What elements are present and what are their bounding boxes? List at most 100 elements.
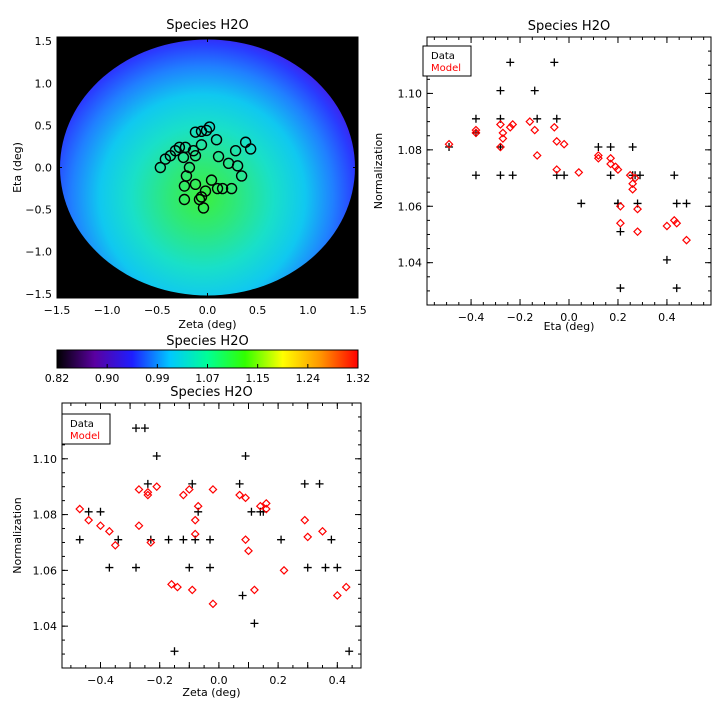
data-point-marker [203, 121, 216, 133]
model-diamond-marker [261, 504, 271, 514]
model-diamond-marker [593, 153, 603, 163]
plot-frame [61, 402, 362, 669]
model-diamond-marker [184, 485, 194, 494]
data-plus-marker [560, 171, 569, 180]
x-tick-label: 0.2 [269, 674, 287, 687]
model-diamond-marker [152, 482, 162, 492]
model-diamond-marker [628, 179, 638, 189]
legend-box [422, 45, 472, 77]
data-plus-marker [672, 284, 681, 293]
data-point-marker [173, 141, 186, 153]
model-diamond-marker [613, 165, 623, 175]
data-plus-marker [143, 479, 152, 488]
data-point-marker [244, 143, 257, 155]
data-plus-marker [606, 171, 615, 180]
model-diamond-marker [75, 504, 85, 514]
data-plus-marker [345, 647, 354, 656]
model-diamond-marker [682, 235, 691, 245]
x-tick-label: −0.2 [146, 674, 173, 687]
data-point-marker [154, 161, 167, 174]
data-plus-marker [206, 563, 215, 572]
data-plus-marker [132, 424, 141, 433]
data-plus-marker [471, 114, 480, 123]
x-tick-label: 0.5 [249, 304, 267, 317]
model-diamond-marker [593, 151, 603, 160]
model-diamond-marker [552, 136, 562, 146]
data-point-marker [212, 150, 225, 163]
y-tick-label: 0.5 [35, 119, 53, 132]
y-axis-label: Normalization [11, 497, 24, 573]
data-plus-marker [300, 479, 309, 488]
model-diamond-marker [143, 487, 153, 497]
model-diamond-marker [110, 540, 120, 550]
data-plus-marker [238, 591, 247, 600]
data-plus-marker [496, 86, 505, 95]
colorbar-tick-label: 1.24 [296, 372, 321, 385]
data-plus-marker [84, 507, 93, 516]
model-diamond-marker [625, 170, 635, 180]
data-plus-marker [170, 647, 179, 656]
legend-entry: Data [70, 419, 94, 430]
data-plus-marker [206, 535, 215, 544]
chart-title: Species H2O [166, 18, 248, 33]
model-diamond-marker [190, 529, 200, 539]
data-point-marker [189, 126, 202, 138]
data-plus-marker [96, 507, 105, 516]
data-plus-marker [616, 284, 625, 293]
model-diamond-marker [178, 490, 188, 500]
data-plus-marker [496, 143, 505, 152]
data-plus-marker [606, 143, 615, 152]
model-diamond-marker [559, 139, 569, 149]
x-tick-label: 0.0 [210, 674, 228, 687]
model-diamond-marker [143, 490, 153, 500]
data-plus-marker [533, 114, 542, 123]
model-diamond-marker [193, 501, 203, 511]
model-diamond-marker [549, 122, 559, 132]
data-point-marker [187, 144, 200, 157]
model-diamond-marker [505, 122, 515, 132]
colorbar-title: Species H2O [166, 334, 248, 349]
data-plus-marker [132, 563, 141, 572]
data-plus-marker [672, 199, 681, 208]
x-tick-label: −0.4 [458, 311, 485, 324]
model-diamond-marker [471, 125, 481, 135]
y-axis-label: Eta (deg) [11, 142, 24, 193]
model-diamond-marker [241, 535, 250, 545]
colorbar-panel: 0.82 0.90 0.99 1.07 1.15 1.24 1.32 Species H2O [45, 334, 371, 385]
model-diamond-marker [495, 142, 505, 152]
data-plus-marker [496, 171, 505, 180]
model-diamond-marker [471, 128, 481, 138]
x-tick-label: 0.4 [658, 311, 676, 324]
model-diamond-marker [633, 227, 643, 237]
data-point-marker [225, 182, 238, 195]
data-plus-marker [628, 143, 637, 152]
data-plus-marker [662, 255, 671, 264]
model-diamond-marker [532, 151, 542, 160]
model-diamond-marker [134, 521, 144, 531]
model-diamond-marker [261, 498, 271, 508]
data-plus-marker [682, 199, 691, 208]
model-diamond-marker [662, 221, 672, 231]
y-axis-label: Normalization [372, 133, 385, 209]
model-diamond-marker [96, 521, 105, 531]
y-tick-label: −1.5 [25, 288, 52, 301]
data-plus-marker [550, 58, 559, 67]
chart-title: Species H2O [528, 19, 610, 34]
data-point-marker [189, 178, 202, 191]
y-tick-label: −1.0 [25, 246, 52, 259]
x-tick-label: −0.4 [87, 674, 114, 687]
data-point-marker [195, 139, 208, 151]
data-plus-marker [303, 563, 312, 572]
data-plus-marker [471, 171, 480, 180]
model-diamond-marker [606, 159, 616, 169]
x-tick-label: 0.4 [329, 674, 347, 687]
model-diamond-marker [498, 134, 508, 144]
data-point-marker [229, 144, 242, 157]
model-diamond-marker [495, 120, 505, 129]
model-diamond-marker [167, 579, 176, 589]
y-tick-label: 1.08 [398, 144, 423, 157]
eta-scatter-panel: −0.4 −0.2 0.0 0.2 0.4 1.04 1.06 1.08 1.10 DataMod… [372, 19, 712, 333]
model-diamond-marker [146, 538, 156, 547]
model-diamond-marker [173, 582, 182, 592]
